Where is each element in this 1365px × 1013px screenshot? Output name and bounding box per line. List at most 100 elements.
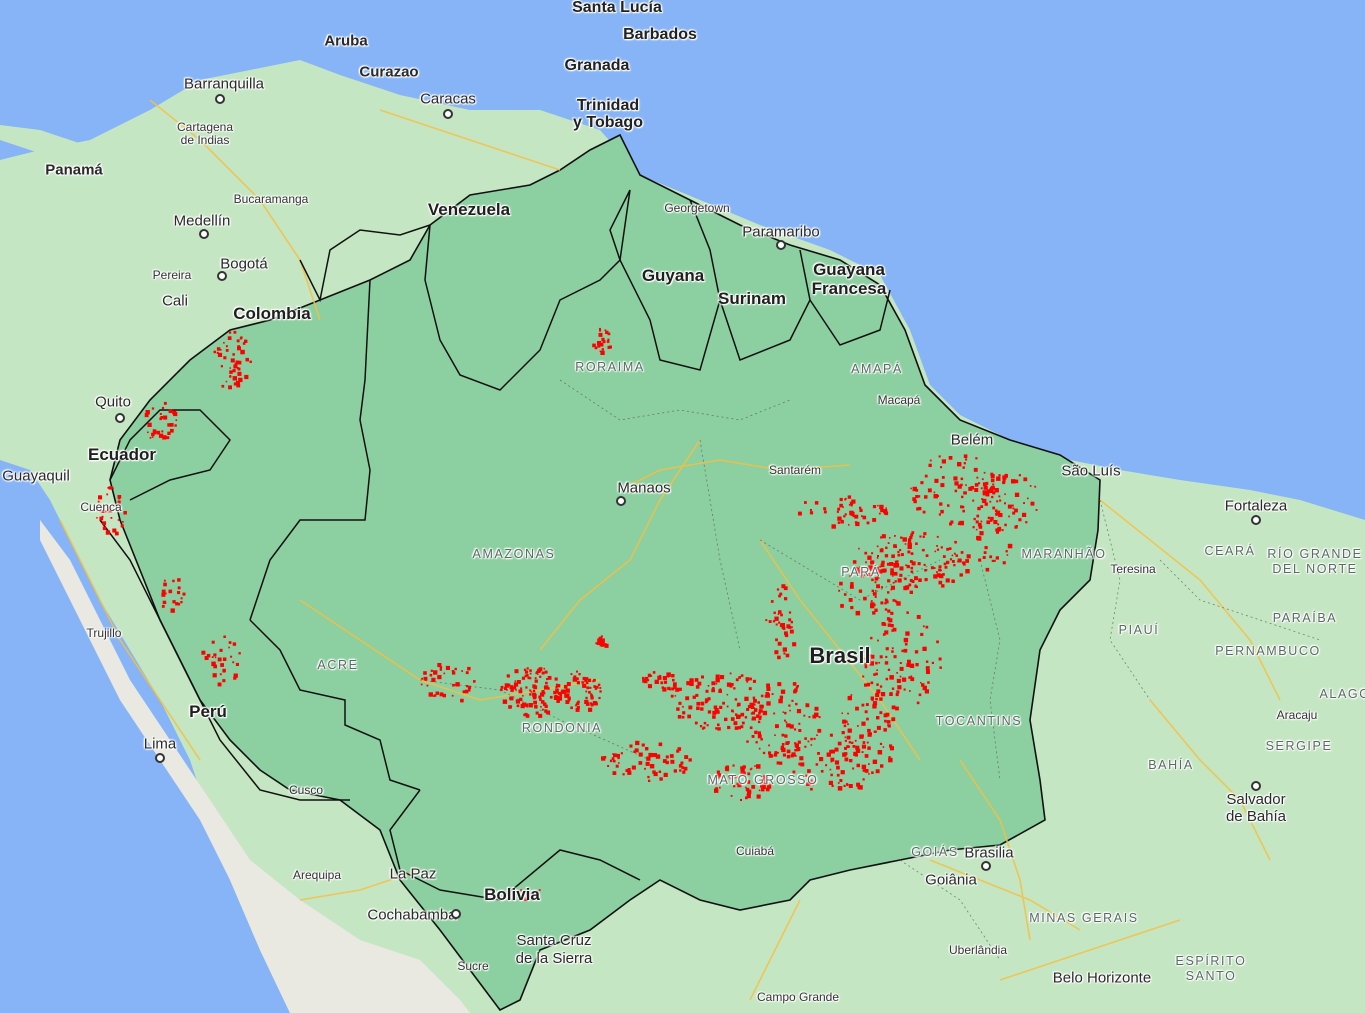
label-mato-grosso[interactable]: MATO GROSSO xyxy=(707,773,819,787)
fire-hotspot xyxy=(507,683,511,687)
city-marker-brasilia[interactable] xyxy=(981,861,991,871)
label-ecuador[interactable]: Ecuador xyxy=(87,445,157,464)
label-sucre[interactable]: Sucre xyxy=(457,959,489,973)
label-trujillo[interactable]: Trujillo xyxy=(86,626,122,640)
label-cali[interactable]: Cali xyxy=(162,292,188,310)
label-panama[interactable]: Panamá xyxy=(45,161,103,179)
city-marker-quito[interactable] xyxy=(115,413,125,423)
label-bucaramanga[interactable]: Bucaramanga xyxy=(233,192,309,206)
label-salvador-de-bahia[interactable]: Salvador de Bahía xyxy=(1225,791,1287,825)
label-santa-lucia[interactable]: Santa Lucía xyxy=(572,0,662,16)
label-amapa[interactable]: AMAPÁ xyxy=(851,362,903,376)
label-cuiaba[interactable]: Cuiabá xyxy=(735,844,775,858)
city-marker-caracas[interactable] xyxy=(443,109,453,119)
label-para[interactable]: PARÁ xyxy=(841,565,881,579)
label-cartagena[interactable]: Cartagena de Indias xyxy=(176,120,234,147)
label-trinidad-y-tobago[interactable]: Trinidad y Tobago xyxy=(573,97,643,131)
label-cuenca[interactable]: Cuenca xyxy=(80,500,122,514)
label-santa-cruz-de-la-sierra[interactable]: Santa Cruz de la Sierra xyxy=(515,932,593,967)
label-cochabamba[interactable]: Cochabamba xyxy=(367,906,457,924)
label-brasilia[interactable]: Brasilia xyxy=(964,844,1014,862)
label-sao-luis[interactable]: São Luís xyxy=(1061,462,1121,480)
label-arequipa[interactable]: Arequipa xyxy=(292,868,342,882)
label-pereira[interactable]: Pereira xyxy=(152,268,192,282)
city-marker-fortaleza[interactable] xyxy=(1251,515,1261,525)
label-surinam[interactable]: Surinam xyxy=(717,289,787,308)
label-maranhao[interactable]: MARANHÃO xyxy=(1021,547,1107,561)
fire-hotspot xyxy=(991,495,994,499)
label-tocantins[interactable]: TOCANTINS xyxy=(935,714,1023,728)
fire-hotspot xyxy=(572,677,578,682)
label-belo-horizonte[interactable]: Belo Horizonte xyxy=(1052,969,1152,987)
label-paraiba[interactable]: PARAÍBA xyxy=(1272,611,1338,625)
label-guayana-francesa[interactable]: Guayana Francesa xyxy=(811,260,887,298)
label-peru[interactable]: Perú xyxy=(189,702,227,721)
label-minas-gerais[interactable]: MINAS GERAIS xyxy=(1029,911,1139,925)
label-aruba[interactable]: Aruba xyxy=(324,32,368,50)
label-piaui[interactable]: PIAUÍ xyxy=(1118,623,1160,637)
city-marker-bogota[interactable] xyxy=(217,271,227,281)
fire-hotspot xyxy=(844,739,847,742)
label-georgetown[interactable]: Georgetown xyxy=(664,201,730,215)
fire-hotspot xyxy=(855,610,861,616)
label-bogota[interactable]: Bogotá xyxy=(220,255,268,273)
fire-hotspot xyxy=(941,584,945,588)
label-rondonia[interactable]: RONDONIA xyxy=(521,721,603,735)
label-bolivia[interactable]: Bolivia xyxy=(484,885,540,904)
label-venezuela[interactable]: Venezuela xyxy=(427,200,511,219)
label-paramaribo[interactable]: Paramaribo xyxy=(742,223,820,241)
label-medellin[interactable]: Medellín xyxy=(173,212,231,230)
fire-hotspot xyxy=(870,636,873,640)
label-cusco[interactable]: Cusco xyxy=(288,783,324,797)
label-sergipe[interactable]: SERGIPE xyxy=(1265,739,1333,753)
label-guayaquil[interactable]: Guayaquil xyxy=(2,467,70,485)
label-fortaleza[interactable]: Fortaleza xyxy=(1224,497,1288,515)
fire-hotspot xyxy=(899,573,903,577)
label-teresina[interactable]: Teresina xyxy=(1110,562,1156,576)
label-barranquilla[interactable]: Barranquilla xyxy=(183,75,265,93)
label-campo-grande[interactable]: Campo Grande xyxy=(756,990,840,1004)
label-la-paz[interactable]: La Paz xyxy=(389,865,437,883)
fire-hotspot xyxy=(244,339,248,343)
label-alagoas[interactable]: ALAGO xyxy=(1319,687,1365,701)
label-amazonas[interactable]: AMAZONAS xyxy=(472,547,556,561)
city-marker-paramaribo[interactable] xyxy=(776,240,786,250)
fire-hotspot xyxy=(697,681,702,686)
fire-hotspot xyxy=(565,688,570,693)
fire-hotspot xyxy=(1005,473,1007,476)
city-marker-lima[interactable] xyxy=(155,753,165,763)
label-quito[interactable]: Quito xyxy=(95,393,131,411)
label-brasil[interactable]: Brasil xyxy=(809,643,871,668)
label-curazao[interactable]: Curazao xyxy=(359,63,419,81)
label-granada[interactable]: Granada xyxy=(564,57,630,74)
label-barbados[interactable]: Barbados xyxy=(623,26,697,43)
city-marker-la-paz[interactable] xyxy=(451,909,461,919)
fire-hotspot xyxy=(631,765,636,770)
label-caracas[interactable]: Caracas xyxy=(420,90,476,108)
label-roraima[interactable]: RORAIMA xyxy=(575,360,645,374)
label-ceara[interactable]: CEARÁ xyxy=(1204,544,1256,558)
city-marker-manaos[interactable] xyxy=(616,496,626,506)
city-marker-medellin[interactable] xyxy=(199,229,209,239)
label-rio-grande-del-norte[interactable]: RÍO GRANDE DEL NORTE xyxy=(1267,547,1363,576)
label-lima[interactable]: Lima xyxy=(143,735,177,753)
label-belem[interactable]: Belém xyxy=(950,431,994,449)
city-marker-barranquilla[interactable] xyxy=(215,94,225,104)
label-macapa[interactable]: Macapá xyxy=(877,393,921,407)
label-santarem[interactable]: Santarém xyxy=(768,463,822,477)
label-guyana[interactable]: Guyana xyxy=(641,266,705,285)
fire-hotspot xyxy=(960,573,963,577)
label-bahia[interactable]: BAHÍA xyxy=(1148,758,1194,772)
label-aracaju[interactable]: Aracaju xyxy=(1276,708,1318,722)
label-goias[interactable]: GOIÁS xyxy=(911,845,959,859)
label-colombia[interactable]: Colombia xyxy=(233,304,311,323)
label-uberlandia[interactable]: Uberlândia xyxy=(948,943,1008,957)
fire-hotspot xyxy=(936,571,938,573)
label-acre[interactable]: ACRE xyxy=(317,658,359,672)
label-goiania[interactable]: Goiânia xyxy=(925,871,977,889)
label-pernambuco[interactable]: PERNAMBUCO xyxy=(1215,644,1321,658)
label-espirito-santo[interactable]: ESPÍRITO SANTO xyxy=(1175,954,1247,983)
city-marker-salvador[interactable] xyxy=(1251,781,1261,791)
label-manaos[interactable]: Manaos xyxy=(617,479,671,497)
